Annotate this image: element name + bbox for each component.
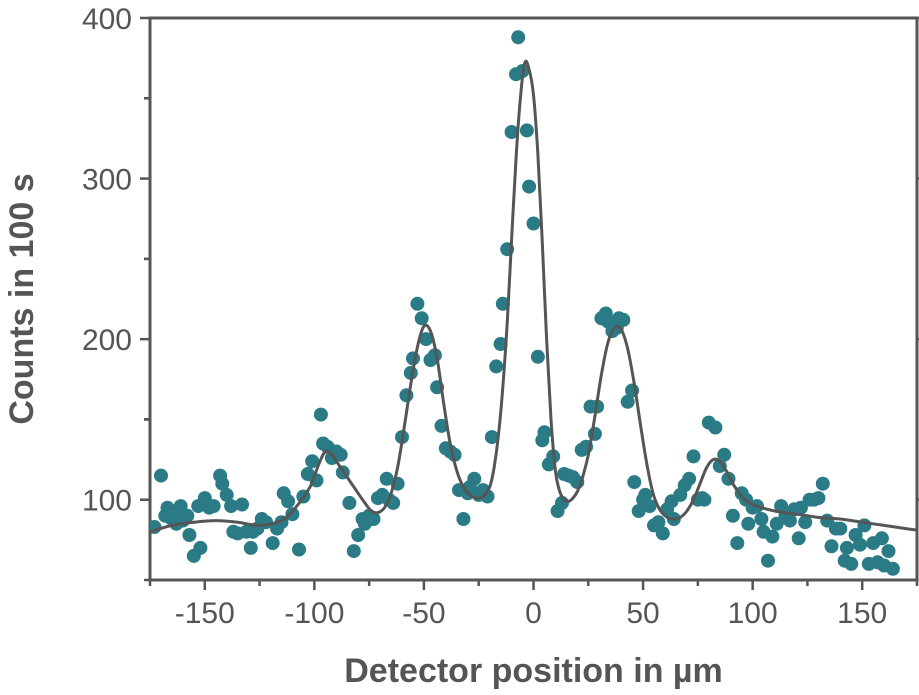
data-point [519,123,534,138]
data-point [410,296,425,311]
y-tick-label: 300 [82,164,132,197]
data-point [717,447,732,462]
data-point [243,540,258,555]
x-axis-ticks: -150 -100 -50 0 50 100 150 [148,580,919,630]
data-point [642,499,657,514]
data-points [150,30,900,576]
data-point [495,296,510,311]
data-point [346,544,361,559]
data-point [651,515,666,530]
data-point [493,337,508,351]
data-point [885,561,900,576]
data-point [537,425,552,440]
data-point [730,536,745,551]
x-axis-title: Detector position in µm [344,652,723,690]
data-point [285,507,300,522]
data-point [379,471,394,486]
data-point [631,504,646,518]
data-point [530,349,545,364]
data-point [708,420,723,435]
data-point [697,492,712,507]
data-point [833,521,848,536]
data-point [754,512,769,526]
data-point [419,332,434,347]
data-point [504,125,519,139]
data-point [712,459,727,473]
data-point [193,540,208,555]
data-point [206,499,221,514]
data-point [182,528,197,542]
data-point [765,529,780,544]
data-point [489,359,504,374]
data-point [511,30,526,45]
data-point [265,536,280,551]
data-point [839,540,854,555]
data-point [366,512,381,526]
x-tick-label: -50 [402,597,445,630]
data-point [281,494,296,509]
y-axis-title: Counts in 100 s [3,173,41,424]
x-tick-label: 100 [728,597,778,630]
data-point [215,476,230,491]
data-point [791,531,806,546]
data-point [292,542,306,557]
data-point [761,553,775,568]
data-point [480,489,495,504]
data-point [154,468,168,483]
data-point [874,531,889,546]
data-point [844,556,859,571]
data-point [655,526,670,541]
data-point [484,430,499,445]
y-tick-label: 100 [82,485,132,518]
data-point [333,447,348,462]
data-point [305,454,320,469]
data-point [620,394,635,409]
data-point [741,516,756,531]
data-point [180,508,195,523]
data-point [682,471,697,486]
data-point [351,528,366,542]
data-point [881,544,896,559]
data-point [798,515,813,530]
x-tick-label: -150 [175,597,235,630]
data-point [467,471,482,486]
data-point [313,407,328,422]
x-tick-label: 0 [525,597,542,630]
data-point [824,539,839,554]
data-point [627,475,642,490]
data-point [811,491,826,506]
data-point [434,418,449,433]
fit-curve [150,59,917,534]
data-point [686,449,701,464]
data-point [526,216,541,231]
data-point [782,513,797,528]
data-point [219,487,234,502]
data-point [522,179,537,194]
data-point [456,512,471,526]
y-tick-label: 200 [82,324,132,357]
data-point [224,499,239,514]
x-tick-label: -100 [284,597,344,630]
x-tick-label: 50 [626,597,659,630]
data-point [853,537,867,552]
y-tick-label: 400 [82,3,132,36]
y-axis-ticks: 100 200 300 400 [82,3,919,582]
data-point [616,312,631,327]
x-tick-label: 150 [837,597,887,630]
data-point [638,487,653,502]
data-point [342,495,357,510]
data-point [725,508,740,523]
data-point [815,476,830,491]
data-point [414,311,429,326]
data-point [235,497,249,512]
